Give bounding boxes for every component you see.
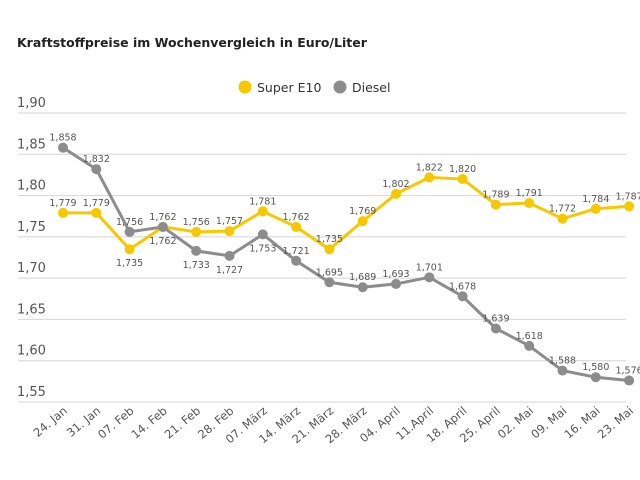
data-label: 1,820 xyxy=(449,164,476,175)
y-tick-label: 1,85 xyxy=(17,137,46,152)
data-point xyxy=(424,172,435,183)
data-label: 1,576 xyxy=(615,366,640,377)
y-tick-label: 1,55 xyxy=(17,385,46,400)
data-point xyxy=(291,255,302,266)
data-label: 1,580 xyxy=(582,362,609,373)
data-point xyxy=(590,372,601,383)
data-label: 1,789 xyxy=(482,190,509,201)
data-label: 1,779 xyxy=(49,198,76,209)
x-tick-label: 14. Feb xyxy=(128,404,169,442)
data-label: 1,721 xyxy=(282,246,309,257)
data-label: 1,695 xyxy=(316,267,343,278)
data-point xyxy=(324,277,335,288)
data-point xyxy=(557,213,568,224)
legend: Super E10 Diesel xyxy=(238,80,390,95)
legend-label: Super E10 xyxy=(257,80,321,95)
data-point xyxy=(357,282,368,293)
data-point xyxy=(91,207,102,218)
data-point xyxy=(391,278,401,289)
series-line-super-e10 xyxy=(63,175,630,252)
x-tick-label: 21. Feb xyxy=(162,404,203,442)
data-point xyxy=(124,226,135,237)
data-label: 1,787 xyxy=(615,191,640,202)
x-tick-label: 23. Mai xyxy=(595,404,636,442)
x-tick-label: 02. Mai xyxy=(495,404,536,442)
data-point xyxy=(391,188,401,199)
data-point xyxy=(91,164,102,175)
data-label: 1,735 xyxy=(316,234,343,245)
data-point xyxy=(257,229,268,240)
data-point xyxy=(291,221,302,232)
data-point xyxy=(624,201,635,212)
data-point xyxy=(58,142,68,153)
data-point xyxy=(324,244,335,255)
data-point xyxy=(224,250,235,261)
data-point xyxy=(157,221,168,232)
data-label: 1,757 xyxy=(216,216,243,227)
y-tick-label: 1,80 xyxy=(17,179,46,194)
y-tick-label: 1,75 xyxy=(17,220,46,235)
data-point xyxy=(457,291,468,302)
legend-marker xyxy=(333,80,347,94)
data-point xyxy=(590,203,601,214)
data-label: 1,701 xyxy=(416,262,443,273)
data-label: 1,618 xyxy=(516,331,543,342)
data-point xyxy=(490,323,501,334)
y-tick-label: 1,60 xyxy=(17,344,46,359)
data-point xyxy=(124,244,135,255)
data-label: 1,762 xyxy=(149,212,176,223)
data-label: 1,784 xyxy=(582,194,609,205)
x-tick-label: 09. Mai xyxy=(528,404,569,442)
data-point xyxy=(524,340,535,351)
data-label: 1,639 xyxy=(482,314,509,325)
data-point xyxy=(257,206,268,217)
legend-label: Diesel xyxy=(352,80,390,95)
data-label: 1,781 xyxy=(249,196,276,207)
x-tick-label: 24. Jan xyxy=(31,404,70,440)
data-point xyxy=(424,272,435,283)
data-point xyxy=(191,245,202,256)
data-label: 1,802 xyxy=(382,179,409,190)
data-point xyxy=(557,365,568,376)
data-point xyxy=(58,207,68,218)
x-tick-label: 07. Feb xyxy=(95,404,136,442)
data-point xyxy=(224,226,235,237)
data-label: 1,689 xyxy=(349,272,376,283)
data-label: 1,822 xyxy=(416,162,443,173)
data-point xyxy=(457,174,468,185)
data-point xyxy=(191,226,202,237)
data-label: 1,772 xyxy=(549,204,576,215)
data-label: 1,733 xyxy=(183,260,210,271)
x-tick-label: 16. Mai xyxy=(561,404,602,442)
data-label: 1,762 xyxy=(282,212,309,223)
data-label: 1,858 xyxy=(49,133,76,144)
data-label: 1,756 xyxy=(183,217,210,228)
y-tick-label: 1,70 xyxy=(17,261,46,276)
data-point xyxy=(624,375,635,386)
data-label: 1,727 xyxy=(216,265,243,276)
data-point xyxy=(490,199,501,210)
data-label: 1,762 xyxy=(149,236,176,247)
data-point xyxy=(524,198,535,209)
data-label: 1,588 xyxy=(549,356,576,367)
data-point xyxy=(357,216,368,227)
y-tick-label: 1,90 xyxy=(17,96,46,111)
data-label: 1,769 xyxy=(349,206,376,217)
data-label: 1,735 xyxy=(116,258,143,269)
data-label: 1,693 xyxy=(382,269,409,280)
legend-marker xyxy=(238,80,252,94)
chart-title: Kraftstoffpreise im Wochenvergleich in E… xyxy=(17,35,368,50)
data-label: 1,756 xyxy=(116,217,143,228)
data-label: 1,678 xyxy=(449,281,476,292)
series-line-diesel xyxy=(62,146,630,383)
y-tick-label: 1,65 xyxy=(17,302,46,317)
data-label: 1,791 xyxy=(516,188,543,199)
data-label: 1,753 xyxy=(249,243,276,254)
data-label: 1,832 xyxy=(83,154,110,165)
data-label: 1,779 xyxy=(83,198,110,209)
